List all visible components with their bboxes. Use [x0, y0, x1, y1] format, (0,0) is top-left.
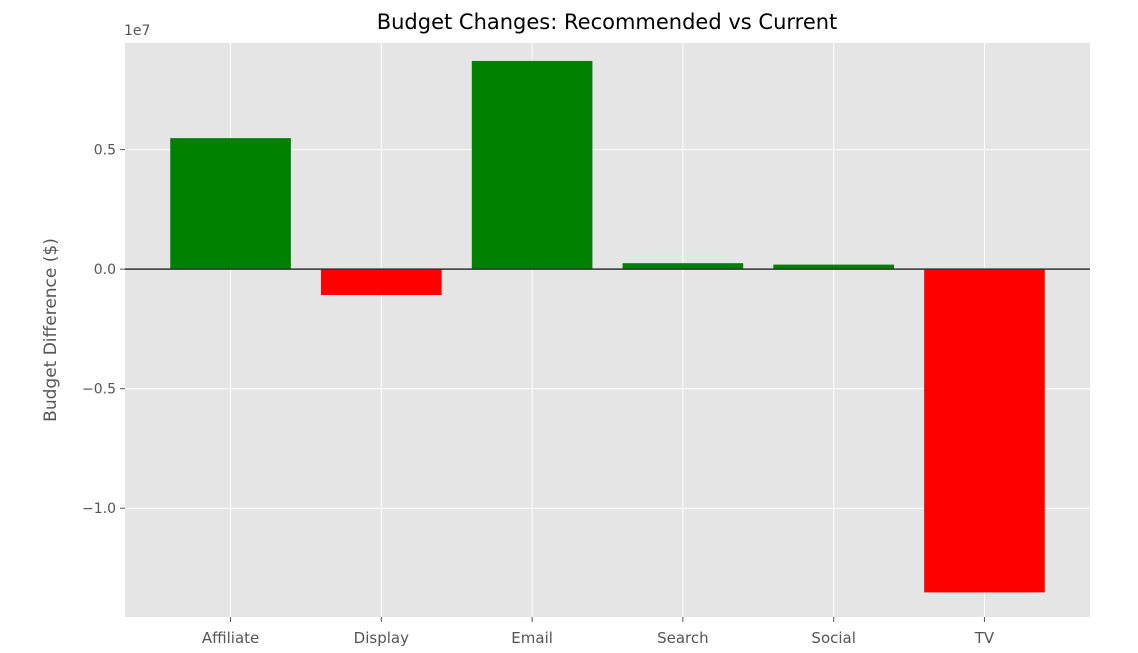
- x-tick-label-display: Display: [354, 629, 409, 647]
- bar-affiliate: [170, 138, 291, 270]
- y-tick-label: −1.0: [82, 501, 116, 517]
- chart-title: Budget Changes: Recommended vs Current: [377, 10, 838, 34]
- x-tick-label-email: Email: [511, 629, 553, 647]
- y-axis-offset-label: 1e7: [124, 23, 150, 39]
- y-tick-label: 0.0: [94, 262, 116, 278]
- bar-layer: [170, 60, 1045, 593]
- y-tick-label: 0.5: [94, 143, 116, 159]
- x-tick-label-social: Social: [811, 629, 855, 647]
- x-tick-label-affiliate: Affiliate: [202, 629, 259, 647]
- tick-layer: −1.0 −0.5 0.0 0.5 Affiliate Display Email Searc…: [82, 143, 995, 647]
- y-tick-label: −0.5: [82, 382, 116, 398]
- x-tick-label-tv: TV: [974, 629, 995, 647]
- bar-social: [773, 264, 894, 270]
- x-tick-label-search: Search: [657, 629, 709, 647]
- bar-search: [622, 263, 744, 270]
- bar-display: [321, 269, 442, 295]
- y-axis-label: Budget Difference ($): [41, 238, 61, 422]
- bar-tv: [924, 269, 1045, 593]
- bar-email: [471, 60, 593, 270]
